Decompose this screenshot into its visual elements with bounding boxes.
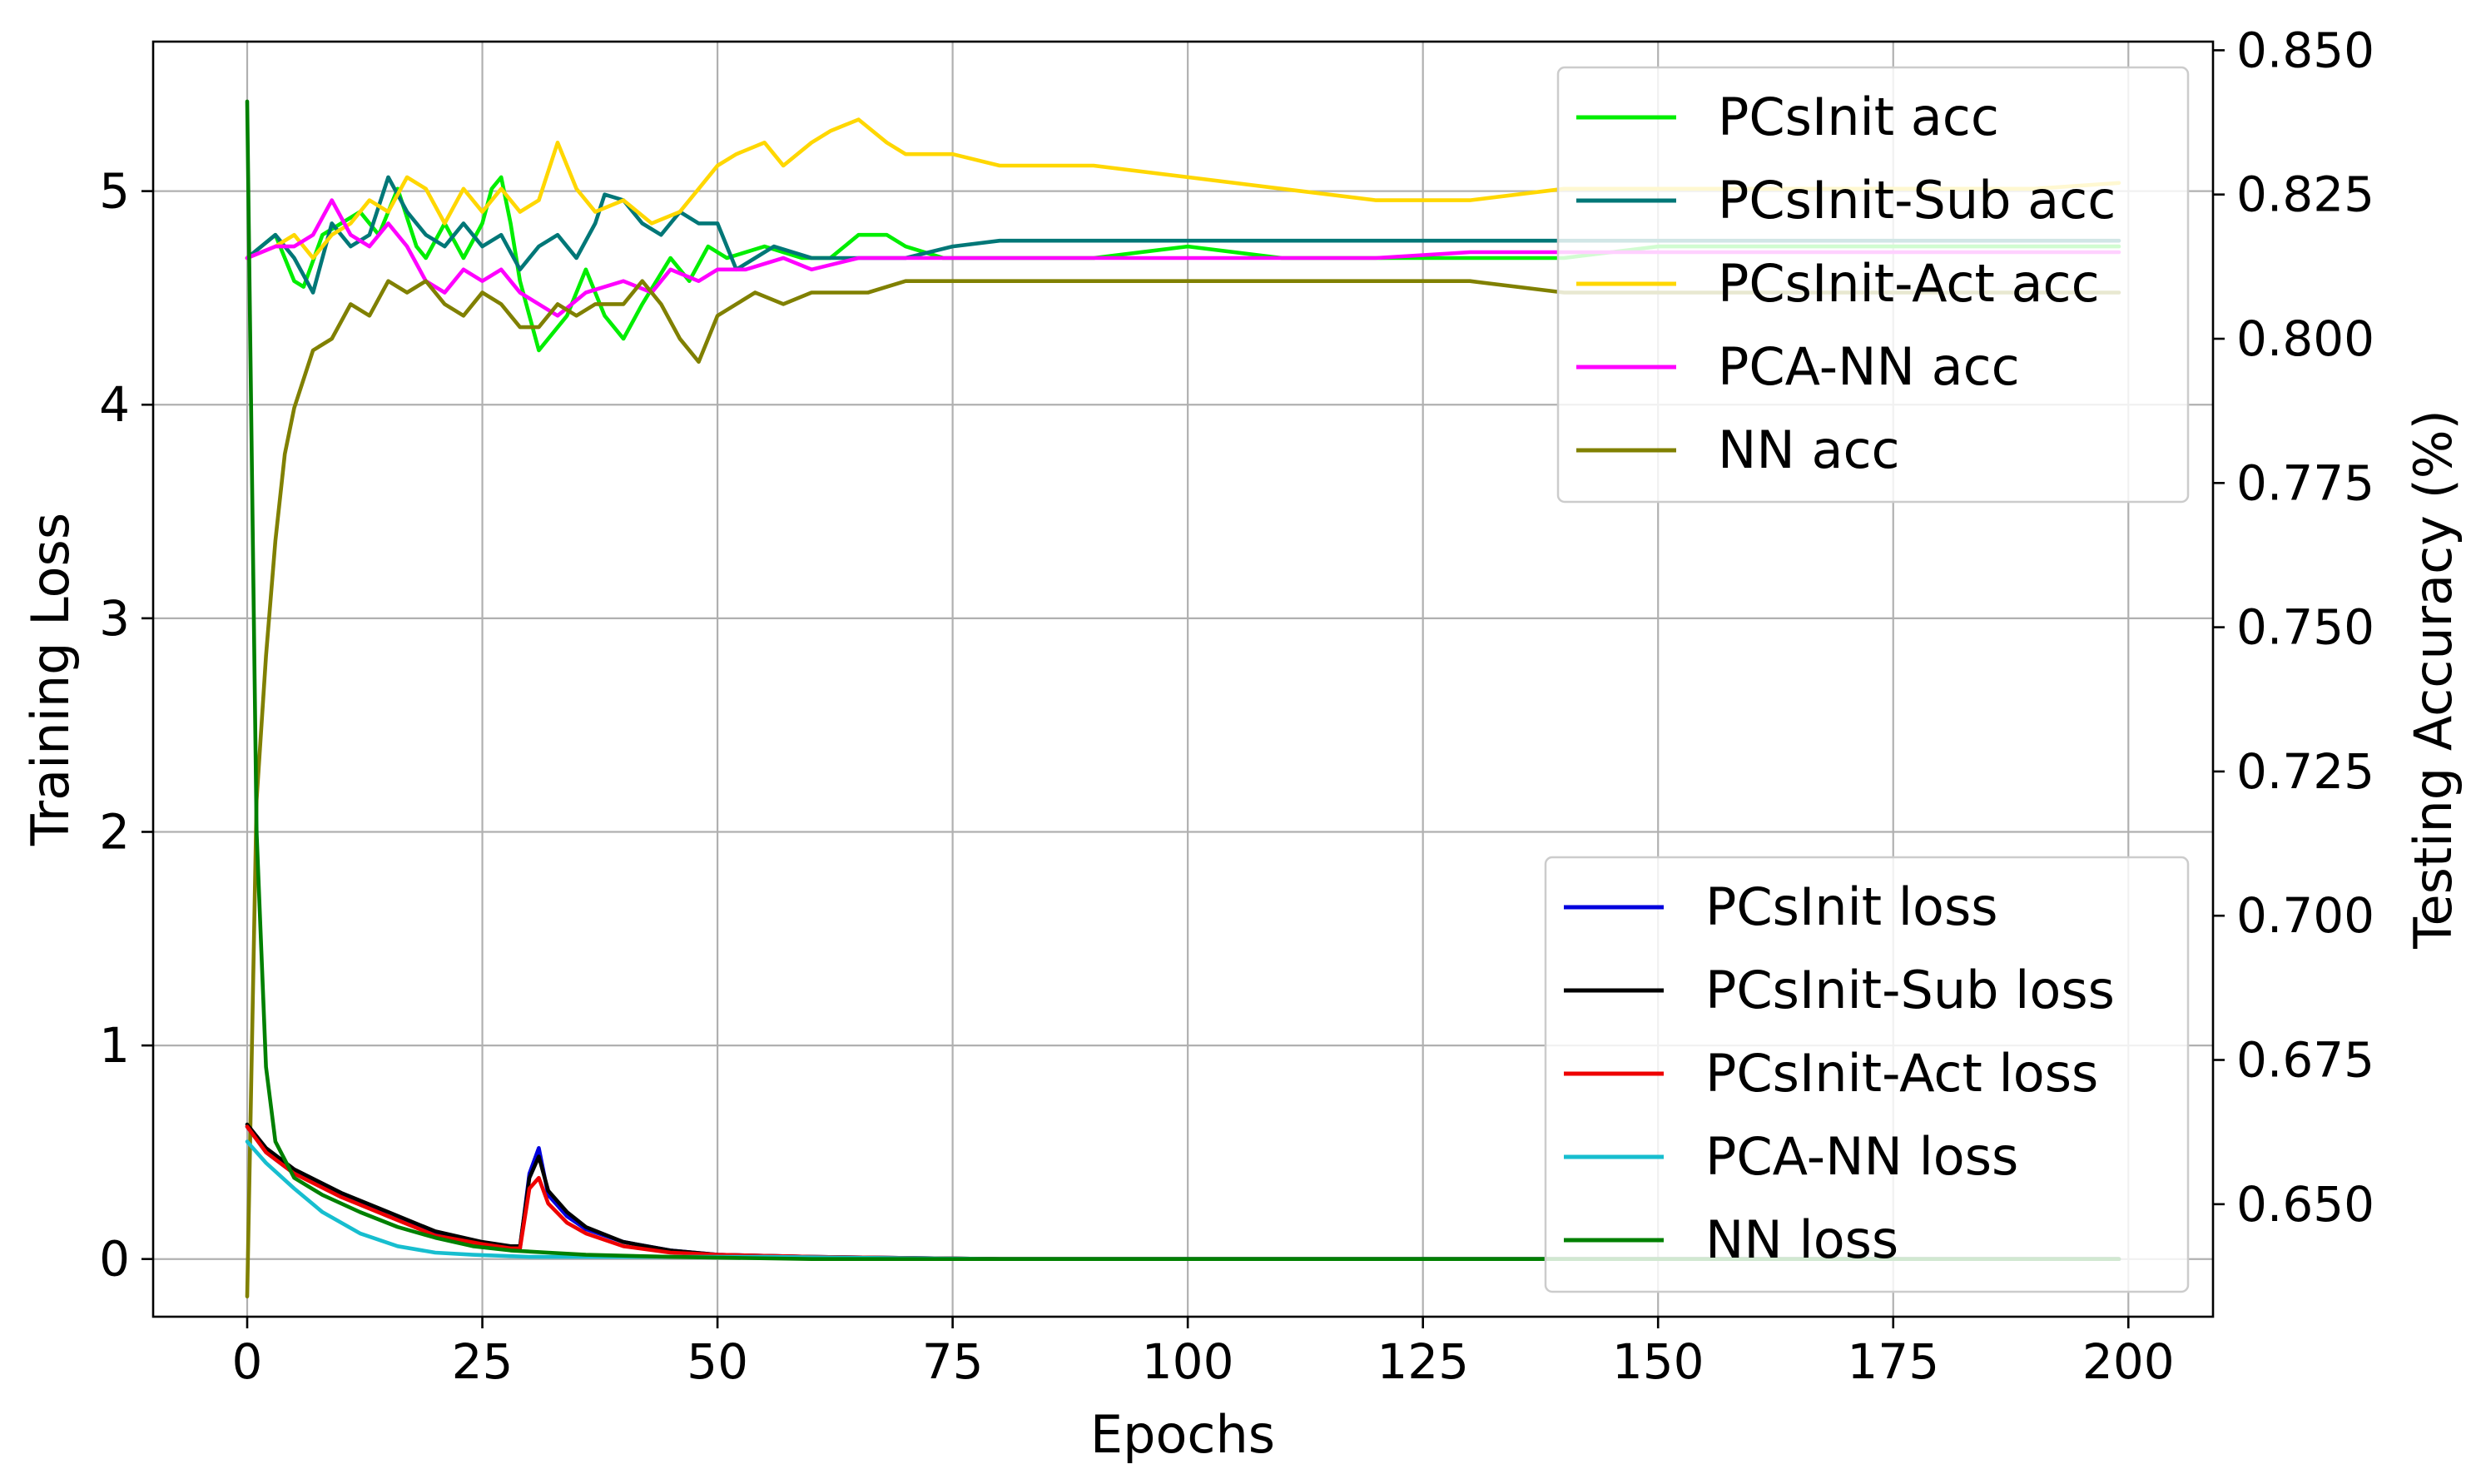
legend-label: NN acc	[1718, 419, 1900, 480]
y-right-tick-label: 0.800	[2236, 310, 2374, 367]
y-left-tick-label: 3	[99, 590, 130, 647]
x-tick-label: 25	[452, 1333, 514, 1390]
y-right-tick-label: 0.675	[2236, 1032, 2374, 1089]
loss-legend-box	[1544, 856, 2190, 1293]
series-line-pcsinit-act-acc	[245, 117, 2121, 261]
x-tick-label: 150	[1612, 1333, 1704, 1390]
legend-label: PCsInit loss	[1705, 876, 1998, 937]
y-axis-left-label: Training Loss	[20, 513, 81, 846]
legend-label: PCsInit-Act acc	[1718, 253, 2100, 314]
y-right-tick-label: 0.750	[2236, 599, 2374, 656]
y-axis-right-label: Testing Accuracy (%)	[2403, 409, 2464, 950]
legend-label: NN loss	[1705, 1209, 1898, 1270]
series-line-nn-loss	[245, 99, 2121, 1261]
y-left-tick-label: 1	[99, 1017, 130, 1074]
x-tick-label: 100	[1142, 1333, 1234, 1390]
loss-lines	[245, 99, 2121, 1261]
x-axis-label: Epochs	[1090, 1404, 1275, 1465]
x-tick-label: 75	[922, 1333, 984, 1390]
loss-legend: PCsInit loss PCsInit-Sub loss PCsInit-Act …	[1544, 856, 2190, 1293]
x-tick-label: 200	[2082, 1333, 2175, 1390]
legend-label: PCsInit-Sub acc	[1718, 170, 2116, 231]
y-left-tick-label: 4	[99, 376, 130, 433]
ticks: 0 25 50 75 100 125 150 175 200 0 1 2 3 4 5 0.650 0.675 0.…	[99, 22, 2374, 1390]
legend-label: PCA-NN acc	[1718, 336, 2020, 397]
y-right-tick-label: 0.725	[2236, 743, 2374, 800]
y-right-tick-label: 0.775	[2236, 454, 2374, 511]
series-line-pca-nn-acc	[245, 198, 2121, 318]
y-right-tick-label: 0.850	[2236, 22, 2374, 78]
y-left-tick-label: 2	[99, 803, 130, 860]
y-left-tick-label: 0	[99, 1231, 130, 1288]
legend-label: PCA-NN loss	[1705, 1126, 2018, 1187]
legend-label: PCsInit-Sub loss	[1705, 960, 2115, 1020]
y-right-tick-label: 0.825	[2236, 166, 2374, 223]
x-tick-label: 50	[687, 1333, 748, 1390]
accuracy-lines	[245, 117, 2121, 1298]
y-right-tick-label: 0.700	[2236, 887, 2374, 944]
x-tick-label: 0	[232, 1333, 263, 1390]
legend-label: PCsInit acc	[1718, 87, 1999, 147]
y-right-tick-label: 0.650	[2236, 1176, 2374, 1233]
x-tick-label: 125	[1377, 1333, 1469, 1390]
series-line-nn-acc	[245, 279, 2121, 1298]
accuracy-legend: PCsInit acc PCsInit-Sub acc PCsInit-Act ac…	[1556, 66, 2190, 504]
plot-frame	[151, 40, 2215, 1318]
x-tick-label: 175	[1847, 1333, 1939, 1390]
legend-label: PCsInit-Act loss	[1705, 1043, 2098, 1104]
acc-legend-box	[1556, 66, 2190, 504]
y-left-tick-label: 5	[99, 163, 130, 220]
